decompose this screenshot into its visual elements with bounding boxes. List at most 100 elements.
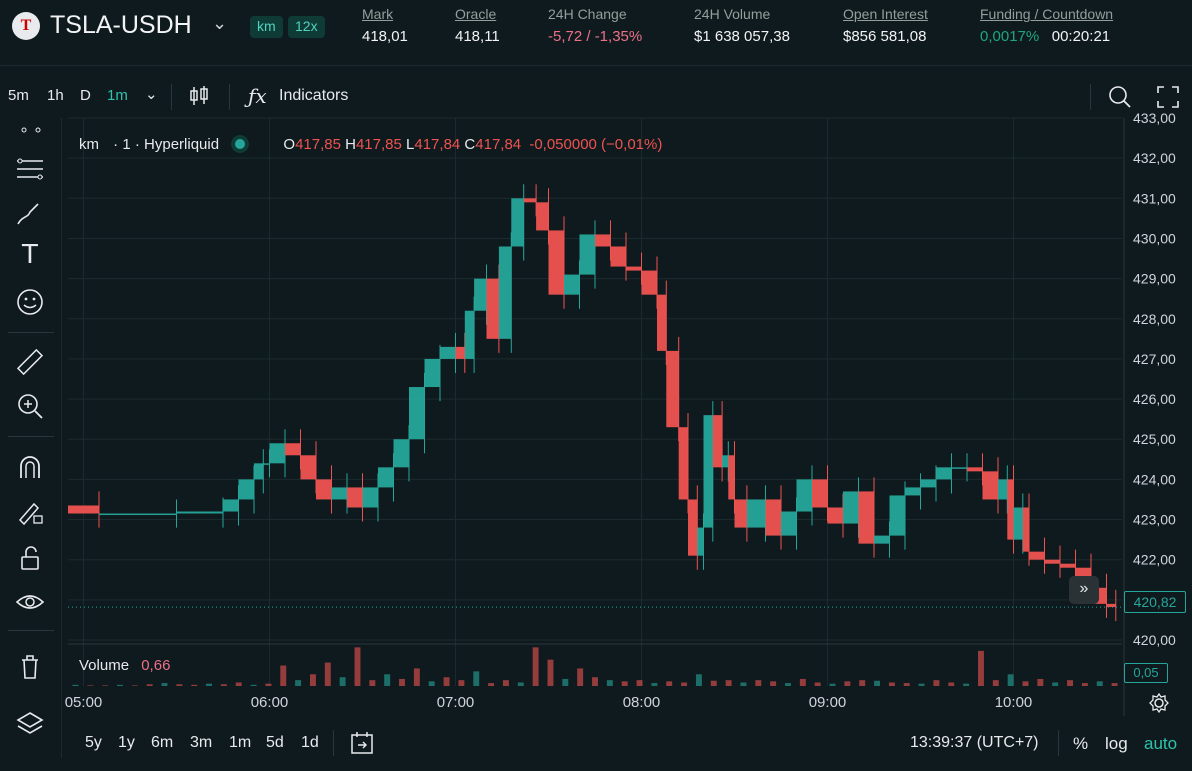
layers-icon[interactable]	[14, 708, 46, 740]
divider	[1090, 84, 1091, 110]
stat-label: Funding / Countdown	[980, 6, 1114, 22]
range-1m[interactable]: 1m	[229, 734, 252, 751]
stat-label: Mark	[362, 6, 394, 22]
fullscreen-icon[interactable]	[1156, 85, 1180, 109]
price-candle	[424, 358, 440, 388]
pair-title[interactable]: TSLA-USDH	[50, 11, 192, 39]
ruler-icon[interactable]	[14, 346, 46, 378]
price-candle	[781, 511, 797, 536]
stat-label: 24H Volume	[694, 6, 771, 22]
chevron-down-icon[interactable]: ⌄	[212, 13, 228, 33]
price-candle	[657, 294, 667, 351]
volume-bar	[740, 682, 747, 686]
x-tick-label: 07:00	[437, 694, 475, 711]
drawing-toolbar: T	[0, 118, 62, 758]
price-candle	[263, 463, 270, 465]
price-candle	[641, 270, 657, 295]
price-candle	[378, 467, 394, 488]
unlock-icon[interactable]	[14, 542, 46, 574]
volume-bar	[309, 674, 316, 686]
timeframe-1h[interactable]: 1h	[47, 87, 64, 104]
divider	[8, 630, 54, 631]
range-5y[interactable]: 5y	[85, 734, 102, 751]
volume-bar	[1052, 682, 1059, 686]
price-candle	[523, 198, 537, 203]
volume-bar	[547, 659, 554, 686]
emoji-icon[interactable]	[14, 286, 46, 318]
candles-icon[interactable]	[188, 84, 210, 108]
price-candle	[812, 479, 828, 508]
volume-bar	[814, 682, 821, 686]
price-candle	[982, 471, 998, 500]
volume-bar	[87, 685, 94, 686]
utc-clock[interactable]: 13:39:37 (UTC+7)	[910, 734, 1039, 751]
timeframe-5m[interactable]: 5m	[8, 87, 29, 104]
zoom-in-icon[interactable]	[14, 390, 46, 422]
eye-icon[interactable]	[14, 586, 46, 618]
brush-icon[interactable]	[14, 198, 46, 230]
volume-bar	[681, 682, 688, 686]
stat-label: 24H Change	[548, 6, 627, 22]
range-1y[interactable]: 1y	[118, 734, 135, 751]
range-5d[interactable]: 5d	[266, 734, 284, 751]
tesla-logo-icon: T	[12, 12, 40, 40]
price-candle	[734, 499, 747, 528]
range-6m[interactable]: 6m	[151, 734, 174, 751]
price-candle	[1013, 507, 1023, 540]
price-candle	[269, 443, 285, 464]
settings-gear-icon[interactable]	[1148, 692, 1170, 714]
range-1d[interactable]: 1d	[301, 734, 319, 751]
auto-scale-button[interactable]: auto	[1144, 734, 1178, 753]
price-candle	[998, 479, 1008, 500]
chevron-down-icon[interactable]: ⌄	[145, 86, 158, 103]
log-scale-button[interactable]: log	[1105, 734, 1128, 753]
volume-bar	[517, 682, 524, 686]
magnet-icon[interactable]	[14, 452, 46, 484]
x-tick-label: 05:00	[65, 694, 103, 711]
scroll-to-realtime-button[interactable]: »	[1069, 576, 1099, 604]
volume-bar	[666, 681, 673, 686]
indicators-button[interactable]: Indicators	[279, 87, 349, 104]
volume-bar	[606, 680, 613, 686]
percent-scale-button[interactable]: %	[1073, 734, 1089, 753]
price-candle	[1022, 507, 1029, 552]
price-candle	[347, 487, 363, 508]
timeframe-d[interactable]: D	[80, 87, 91, 104]
y-tick-label: 429,00	[1133, 271, 1176, 287]
trash-icon[interactable]	[14, 650, 46, 682]
y-tick-label: 427,00	[1133, 351, 1176, 367]
volume-bar	[963, 683, 970, 686]
funding-countdown: 00:20:21	[1051, 28, 1111, 45]
price-candle	[874, 535, 890, 544]
x-tick-label: 10:00	[995, 694, 1033, 711]
price-candle	[858, 491, 874, 544]
price-candle	[393, 439, 409, 468]
price-candle	[843, 491, 859, 524]
price-candle	[678, 427, 688, 500]
y-tick-label: 430,00	[1133, 230, 1176, 246]
price-candle	[440, 346, 456, 359]
price-candle	[1060, 563, 1076, 568]
volume-bar	[265, 683, 272, 686]
crosshair-tool-icon[interactable]	[14, 120, 46, 152]
leverage-tag: 12x	[288, 16, 325, 38]
lock-drawing-icon[interactable]	[14, 496, 46, 528]
stat-value: 418,01	[362, 28, 408, 45]
volume-bar	[755, 680, 762, 686]
trend-lines-icon[interactable]	[14, 153, 46, 185]
legend-open: 417,85	[295, 136, 341, 153]
range-3m[interactable]: 3m	[190, 734, 213, 751]
search-zoom-icon[interactable]	[1107, 84, 1133, 110]
x-tick-label: 06:00	[251, 694, 289, 711]
price-candle	[409, 387, 425, 440]
timeframe-1m[interactable]: 1m	[107, 87, 128, 104]
function-icon[interactable]: ƒx	[248, 84, 267, 108]
volume-bar	[636, 680, 643, 686]
price-candle	[595, 234, 611, 247]
calendar-goto-icon[interactable]	[350, 730, 376, 756]
price-candle	[688, 499, 698, 556]
price-series	[68, 184, 1122, 622]
volume-bar	[874, 680, 881, 686]
text-tool-icon[interactable]: T	[22, 240, 38, 270]
